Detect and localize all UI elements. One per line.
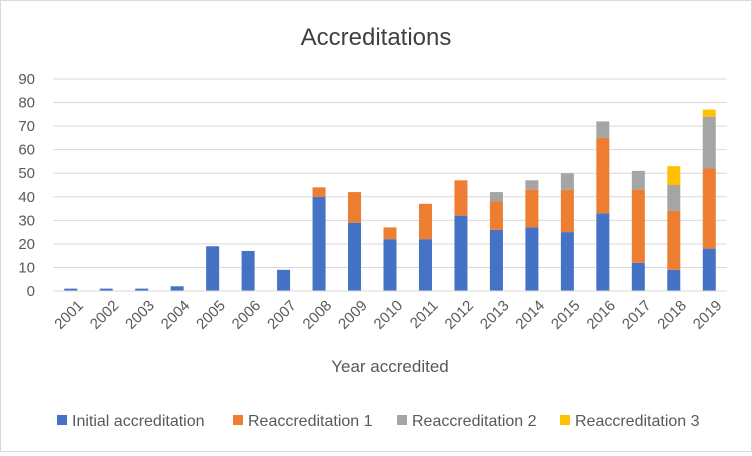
bar-2005-series-1: [206, 246, 220, 291]
x-tick-label: 2003: [122, 297, 158, 333]
bar-2001-series-1: [64, 288, 78, 291]
bar-2018-series-2: [667, 210, 681, 270]
legend-swatch: [233, 415, 243, 425]
bar-2008-series-2: [312, 187, 326, 197]
x-tick-label: 2007: [264, 297, 300, 333]
x-tick-label: 2005: [193, 297, 229, 333]
bar-2016-series-2: [596, 137, 610, 214]
bar-2003-series-1: [135, 288, 149, 291]
bar-2017-series-2: [631, 189, 645, 263]
bar-2016-series-3: [596, 121, 610, 138]
bar-2015-series-2: [560, 189, 574, 233]
bar-2019-series-2: [702, 168, 716, 249]
bar-2002-series-1: [99, 288, 113, 291]
x-tick-label: 2009: [335, 297, 371, 333]
chart-title: Accreditations: [301, 24, 452, 51]
bar-2014-series-2: [525, 189, 539, 228]
y-axis-ticks: 0 10 20 30 40 50 60 70 80 90: [18, 71, 35, 300]
x-tick-label: 2006: [229, 297, 265, 333]
y-tick-label: 80: [18, 95, 35, 112]
bar-2018-series-1: [667, 269, 681, 291]
y-tick-label: 50: [18, 165, 35, 182]
bar-2008-series-1: [312, 196, 326, 291]
bar-2015-series-3: [560, 173, 574, 190]
bar-2016-series-1: [596, 213, 610, 291]
x-tick-label: 2011: [407, 297, 442, 332]
x-tick-label: 2016: [583, 297, 619, 333]
bar-2018-series-4: [667, 166, 681, 185]
bar-2017-series-3: [631, 170, 645, 190]
legend-label: Reaccreditation 1: [248, 413, 373, 430]
bar-2017-series-1: [631, 262, 645, 291]
x-tick-label: 2012: [442, 297, 478, 333]
x-axis-ticks: 2001 2002 2003 2004 2005 2006 2007 2008 2009 2010…: [51, 297, 725, 333]
bar-2009-series-2: [348, 192, 362, 223]
x-tick-label: 2019: [690, 297, 726, 333]
bar-2011-series-1: [418, 239, 432, 291]
y-tick-label: 60: [18, 142, 35, 159]
x-tick-label: 2013: [477, 297, 513, 333]
legend: Initial accreditation Reaccreditation 1 Re…: [57, 413, 700, 430]
bar-2014-series-3: [525, 180, 539, 190]
legend-swatch: [560, 415, 570, 425]
x-tick-label: 2017: [619, 297, 655, 333]
x-tick-label: 2004: [158, 297, 194, 333]
bar-2013-series-1: [489, 229, 503, 291]
y-tick-label: 10: [18, 259, 35, 276]
legend-swatch: [57, 415, 67, 425]
bars: [64, 109, 716, 291]
y-tick-label: 70: [18, 118, 35, 135]
y-tick-label: 30: [18, 212, 35, 229]
bar-2019-series-1: [702, 248, 716, 291]
x-tick-label: 2010: [371, 297, 407, 333]
y-tick-label: 0: [27, 283, 35, 300]
x-tick-label: 2008: [300, 297, 336, 333]
bar-2019-series-4: [702, 109, 716, 117]
bar-2006-series-1: [241, 250, 255, 291]
bar-2015-series-1: [560, 232, 574, 291]
bar-2012-series-1: [454, 215, 468, 291]
gridlines: [53, 78, 727, 268]
x-tick-label: 2002: [87, 297, 123, 333]
bar-2018-series-3: [667, 185, 681, 211]
y-tick-label: 90: [18, 71, 35, 88]
bar-2014-series-1: [525, 227, 539, 291]
x-tick-label: 2001: [51, 297, 87, 333]
bar-2012-series-2: [454, 180, 468, 216]
y-tick-label: 40: [18, 189, 35, 206]
x-tick-label: 2015: [548, 297, 584, 333]
bar-2010-series-1: [383, 239, 397, 291]
bar-2007-series-1: [277, 269, 291, 291]
bar-2010-series-2: [383, 227, 397, 240]
x-tick-label: 2018: [654, 297, 690, 333]
bar-2004-series-1: [170, 286, 184, 291]
bar-2019-series-3: [702, 116, 716, 169]
legend-label: Initial accreditation: [72, 413, 205, 430]
bar-2009-series-1: [348, 222, 362, 291]
legend-swatch: [397, 415, 407, 425]
bar-2013-series-3: [489, 192, 503, 202]
bar-2011-series-2: [418, 203, 432, 240]
x-tick-label: 2014: [512, 297, 548, 333]
bar-2013-series-2: [489, 201, 503, 230]
x-axis-title: Year accredited: [331, 357, 449, 376]
legend-label: Reaccreditation 3: [575, 413, 700, 430]
y-tick-label: 20: [18, 236, 35, 253]
legend-label: Reaccreditation 2: [412, 413, 537, 430]
